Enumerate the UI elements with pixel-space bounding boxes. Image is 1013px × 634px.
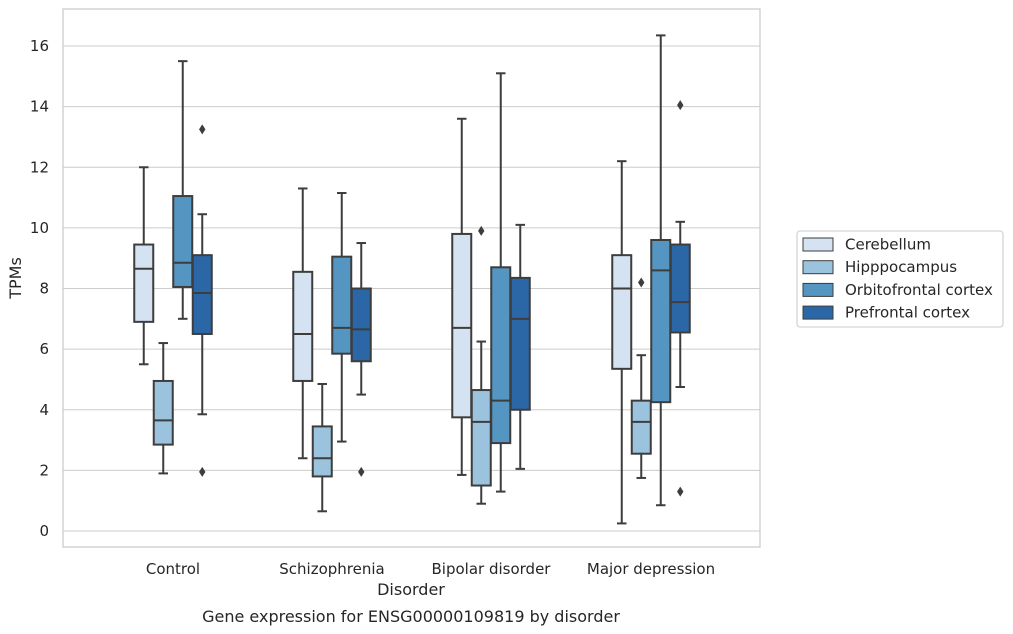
y-axis-ticks: 0 2 4 6 8 10 12 14 16 bbox=[30, 37, 49, 540]
outlier-point bbox=[677, 100, 684, 111]
box bbox=[490, 72, 512, 493]
x-tick-label: Major depression bbox=[587, 560, 715, 578]
box-body bbox=[650, 239, 672, 404]
box bbox=[172, 60, 194, 320]
outlier-point bbox=[677, 486, 684, 497]
box-body bbox=[331, 255, 353, 355]
x-axis-ticks: Control Schizophrenia Bipolar disorder Majo… bbox=[146, 560, 715, 578]
y-tick-label: 12 bbox=[30, 158, 49, 176]
box-body bbox=[470, 389, 492, 487]
box bbox=[669, 100, 691, 497]
x-tick-label: Bipolar disorder bbox=[432, 560, 552, 578]
box-groups bbox=[133, 34, 691, 525]
box bbox=[509, 223, 531, 470]
box bbox=[292, 187, 314, 460]
legend-label: Prefrontal cortex bbox=[845, 304, 970, 322]
box-body bbox=[133, 243, 155, 323]
box bbox=[650, 34, 672, 507]
box-body bbox=[172, 195, 194, 288]
box-body bbox=[611, 254, 633, 370]
series-cerebellum bbox=[133, 117, 633, 525]
y-tick-label: 6 bbox=[39, 340, 49, 358]
box bbox=[152, 342, 174, 475]
y-tick-label: 0 bbox=[39, 522, 49, 540]
legend: Cerebellum Hipppocampus Orbitofrontal cort… bbox=[796, 230, 1004, 328]
box bbox=[191, 124, 213, 477]
box-body bbox=[509, 276, 531, 411]
x-axis-label: Disorder bbox=[377, 580, 445, 599]
box bbox=[611, 160, 633, 525]
box-body bbox=[292, 270, 314, 382]
y-tick-label: 16 bbox=[30, 37, 49, 55]
legend-frame bbox=[796, 230, 1004, 328]
box bbox=[451, 117, 473, 476]
box-body bbox=[152, 379, 174, 446]
box-body bbox=[191, 254, 213, 335]
chart-caption: Gene expression for ENSG00000109819 by d… bbox=[202, 607, 620, 626]
y-tick-label: 2 bbox=[39, 461, 49, 479]
legend-label: Orbitofrontal cortex bbox=[845, 281, 993, 299]
y-axis-label: TPMs bbox=[6, 257, 25, 300]
box-body bbox=[490, 266, 512, 445]
plot-frame bbox=[62, 8, 761, 548]
box bbox=[331, 192, 353, 443]
box-body bbox=[630, 399, 652, 455]
box bbox=[311, 382, 333, 513]
box-body bbox=[311, 425, 333, 478]
box-body bbox=[669, 243, 691, 334]
outlier-point bbox=[199, 124, 206, 135]
series-hipppocampus bbox=[152, 225, 652, 513]
legend-swatch bbox=[802, 260, 834, 275]
series-prefrontal-cortex bbox=[191, 100, 691, 497]
y-tick-label: 8 bbox=[39, 280, 49, 298]
y-tick-label: 14 bbox=[30, 98, 49, 116]
x-tick-label: Control bbox=[146, 560, 200, 578]
series-orbitofrontal-cortex bbox=[172, 34, 672, 507]
box bbox=[350, 242, 372, 477]
outlier-point bbox=[358, 466, 365, 477]
y-tick-label: 4 bbox=[39, 401, 49, 419]
outlier-point bbox=[638, 277, 645, 288]
legend-swatch bbox=[802, 282, 834, 297]
outlier-point bbox=[199, 466, 206, 477]
box bbox=[470, 225, 492, 505]
box bbox=[630, 277, 652, 479]
outlier-point bbox=[478, 225, 485, 236]
box-body bbox=[451, 232, 473, 419]
legend-swatch bbox=[802, 305, 834, 320]
legend-label: Hipppocampus bbox=[845, 258, 957, 276]
box-body bbox=[350, 287, 372, 363]
y-tick-label: 10 bbox=[30, 219, 49, 237]
legend-swatch bbox=[802, 237, 834, 252]
box bbox=[133, 166, 155, 366]
legend-label: Cerebellum bbox=[845, 236, 931, 254]
x-tick-label: Schizophrenia bbox=[279, 560, 384, 578]
